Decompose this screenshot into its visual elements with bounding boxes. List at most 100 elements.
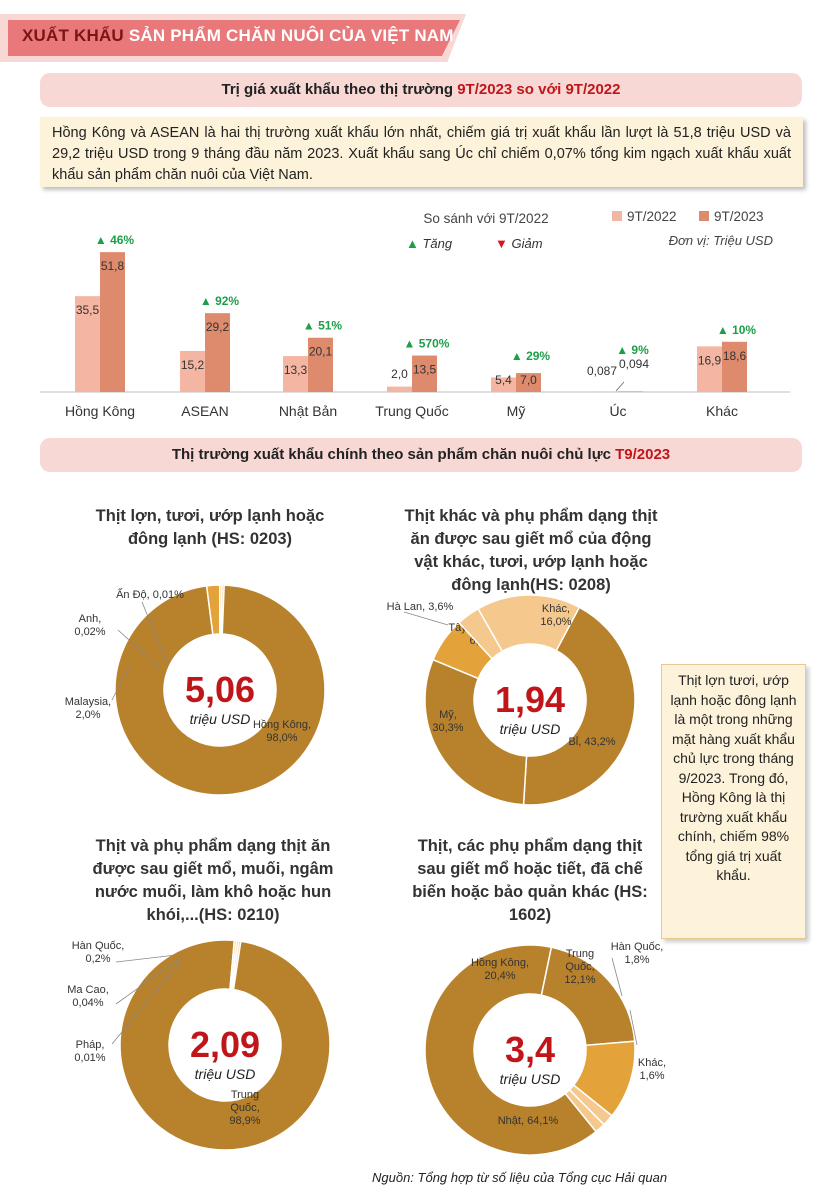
category-label: ASEAN [181,403,228,419]
bar-9t2022 [180,350,205,392]
legend-label-2023: 9T/2023 [714,209,764,224]
bar-value-label-2022: 5,4 [495,373,512,387]
slice-label: Trung Quốc, 12,1% [564,948,595,986]
section-title-products: Thị trường xuất khẩu chính theo sản phẩm… [40,438,802,472]
change-label: ▲ 92% [200,294,240,308]
bar-9t2023 [205,313,230,392]
slice-label: Hồng Kông, 98,0% [253,719,311,744]
bar-value-label-2023: 18,6 [723,349,747,363]
au-label-leader [615,381,625,392]
slice-label: Trung Quốc, 98,9% [229,1089,260,1127]
intro-text-box: Hồng Kông và ASEAN là hai thị trường xuấ… [40,117,803,187]
donut-center-value: 1,94 [495,679,565,720]
label-leader-line [141,601,169,666]
slice-label: Hồng Kông, 20,4% [471,957,529,982]
category-label: Hồng Kông [65,403,135,419]
change-label: ▲ 46% [95,233,135,247]
bar-9t2023 [412,355,437,392]
donut-slice [522,606,636,806]
legend-compare-title: So sánh với 9T/2022 [423,211,548,226]
bar-9t2022 [697,346,722,392]
note-text: Thịt lợn tươi, ướp lạnh hoặc đông lạnh l… [670,672,797,883]
slice-label: Anh, 0,02% [74,613,105,638]
slice-label: Nhật, 64,1% [498,1115,559,1127]
donut-slice [564,1088,605,1133]
category-label: Mỹ [507,403,526,419]
bar-value-label-2022: 35,5 [76,303,100,317]
label-leader-line [611,957,623,997]
bar-9t2022 [491,377,516,392]
change-label: ▲ 9% [616,343,649,357]
label-leader-line [117,629,161,669]
category-label: Nhật Bản [279,403,337,419]
legend-label-2022: 9T/2022 [627,209,677,224]
change-label: ▲ 10% [717,323,757,337]
bar-value-label-2023: 20,1 [309,345,333,359]
bar-9t2022 [283,356,308,392]
donut-center-value: 5,06 [185,669,255,710]
donut-center-value: 2,09 [190,1024,260,1065]
donut-title-1602: Thịt, các phụ phẩm dạng thịt sau giết mổ… [412,837,648,924]
source-note: Nguồn: Tổng hợp từ số liệu của Tổng cục … [372,1170,668,1185]
label-leader-line [111,664,131,701]
donut-slice [424,944,598,1156]
slice-label: Ấn Độ, 0,01% [116,588,184,601]
slice-label: Khác, 16,0% [540,603,571,628]
legend-up: ▲ Tăng [406,236,453,251]
note-box: Thịt lợn tươi, ướp lạnh hoặc đông lạnh l… [661,664,806,939]
label-leader-line [115,957,181,1005]
donut-center-unit: triệu USD [500,721,561,737]
bar-value-label-2022: 13,3 [284,363,308,377]
legend-down: ▼ Giảm [495,236,543,251]
bar-9t2023 [516,373,541,392]
bar-value-label-2023: 13,5 [413,363,437,377]
slice-label: Mỹ, 30,3% [432,709,463,734]
section-title-markets: Trị giá xuất khẩu theo thị trường 9T/202… [40,73,802,107]
bar-value-label-2023: 0,094 [619,357,649,371]
bar-9t2023 [100,252,125,392]
donut-title-0203: Thịt lợn, tươi, ướp lạnh hoặc đông lạnh … [95,507,325,548]
change-label: ▲ 570% [404,337,450,351]
bar-value-label-2022: 0,087 [587,364,617,378]
slice-label: Hà Lan, 3,6% [387,601,454,613]
bar-9t2022 [593,391,618,392]
bar-value-label-2023: 29,2 [206,320,230,334]
slice-label: Hàn Quốc, 0,2% [72,940,125,965]
bar-chart: 35,5 51,8 ▲ 46% Hồng Kông 15,2 29,2 ▲ 92% ASEAN… [40,209,790,419]
label-leader-line [115,954,177,963]
donut-slice [119,939,331,1151]
change-label: ▲ 51% [303,319,343,333]
slice-label: Malaysia, 2,0% [65,696,111,721]
donut-center-unit: triệu USD [190,711,251,727]
donut-slice [477,594,581,653]
bar-9t2022 [75,296,100,392]
legend-swatch-2022 [612,211,622,221]
donut-slice [424,658,528,806]
label-leader-line [403,611,449,626]
bar-9t2023 [618,391,643,392]
bar-value-label-2023: 7,0 [520,373,537,387]
slice-label: Bỉ, 43,2% [568,736,615,748]
bar-9t2023 [722,341,747,392]
label-leader-line [111,959,183,1045]
bar-value-label-2022: 2,0 [391,367,408,381]
category-label: Úc [609,403,626,419]
donut-slice [114,584,326,796]
category-label: Trung Quốc [375,403,448,419]
slice-label: Ma Cao, 0,04% [67,984,109,1009]
bar-9t2023 [308,337,333,392]
donut-center-value: 3,4 [505,1029,555,1070]
slice-label: Pháp, 0,01% [74,1039,105,1064]
header-banner [8,20,460,56]
slice-label: Khác, 1,6% [638,1057,666,1082]
bar-value-label-2022: 15,2 [181,358,205,372]
donut-slice [220,584,225,635]
bar-value-label-2023: 51,8 [101,259,125,273]
category-label: Khác [706,403,738,419]
bar-9t2022 [387,386,412,392]
change-label: ▲ 29% [511,349,551,363]
legend-swatch-2023 [699,211,709,221]
unit-label: Đơn vị: Triệu USD [669,233,773,248]
donut-slice [231,940,242,991]
